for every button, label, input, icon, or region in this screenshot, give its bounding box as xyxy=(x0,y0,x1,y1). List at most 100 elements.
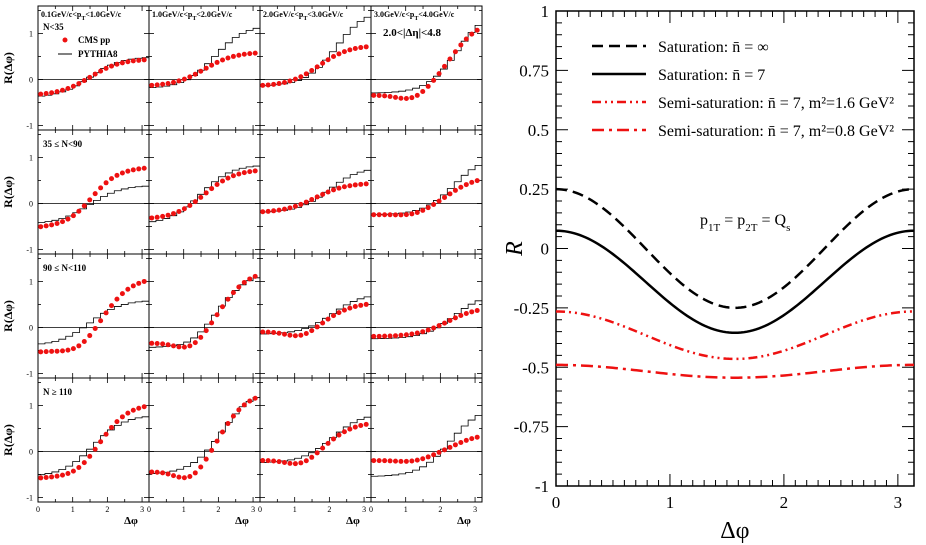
cms-data-point xyxy=(247,51,253,57)
panel-r0-c3: 3.0GeV/c<pT<4.0GeV/c 2.0<|Δη|<4.8 xyxy=(370,5,483,131)
cms-data-point xyxy=(43,349,49,355)
panel-r2-c1 xyxy=(148,253,261,379)
row-label: N ≥ 110 xyxy=(43,387,72,397)
cms-data-point xyxy=(187,202,193,208)
cms-data-point xyxy=(387,458,393,464)
y-tick-label: 0 xyxy=(29,323,33,332)
y-tick-label: 0.75 xyxy=(519,61,549,80)
cms-data-point xyxy=(382,458,388,464)
cms-data-point xyxy=(403,458,409,464)
y-tick-label: 0 xyxy=(541,240,550,259)
cms-data-point xyxy=(271,458,277,464)
cms-data-point xyxy=(187,343,193,349)
cms-data-point xyxy=(347,305,353,311)
cms-data-point xyxy=(452,49,458,55)
cms-data-point xyxy=(214,312,220,318)
cms-data-point xyxy=(125,410,131,416)
cms-data-point xyxy=(371,212,377,218)
y-tick-label: 0.25 xyxy=(519,180,549,199)
cms-data-point xyxy=(98,439,104,445)
cms-data-point xyxy=(303,331,309,337)
cms-data-point xyxy=(271,330,277,336)
cms-data-point xyxy=(65,85,71,91)
cms-data-point xyxy=(220,304,226,310)
x-tick-label: 2 xyxy=(327,505,331,514)
panel-frame xyxy=(370,253,483,379)
cms-data-point xyxy=(325,316,331,322)
x-tick-label: 1 xyxy=(293,505,297,514)
cms-data-point xyxy=(141,278,147,284)
cms-data-point xyxy=(103,310,109,316)
cms-data-point xyxy=(236,52,242,58)
panel-r3-c3: 0 1 2 3Δφ xyxy=(369,377,483,527)
series-line-3 xyxy=(556,363,914,379)
legend-label-3: Semi-saturation: n̄ = 7, m²=0.8 GeV² xyxy=(658,123,894,140)
cms-data-point xyxy=(92,446,98,452)
eta-range-label: 2.0<|Δη|<4.8 xyxy=(383,27,442,39)
cms-data-point xyxy=(236,284,242,290)
cms-data-point xyxy=(287,460,293,466)
cms-data-point xyxy=(241,279,247,285)
panel-r1-c1 xyxy=(148,129,261,255)
x-tick-label: 1 xyxy=(71,505,75,514)
cms-data-point xyxy=(325,57,331,63)
cms-data-point xyxy=(325,189,331,195)
cms-data-point xyxy=(309,328,315,334)
cms-data-point xyxy=(414,330,420,336)
panel-r1-c3 xyxy=(370,129,483,255)
cms-data-point xyxy=(420,329,426,335)
cms-data-point xyxy=(192,71,198,77)
x-tick-label: 2 xyxy=(105,505,109,514)
cms-data-point xyxy=(225,175,231,181)
cms-data-point xyxy=(225,296,231,302)
legend-cms-label: CMS pp xyxy=(78,35,110,45)
cms-data-point xyxy=(442,320,448,326)
cms-data-point xyxy=(149,82,155,88)
cms-data-point xyxy=(181,344,187,350)
x-tick-label: 3 xyxy=(362,505,366,514)
x-axis-label: Δφ xyxy=(720,518,749,544)
cms-data-point xyxy=(214,438,220,444)
y-tick-label: -1 xyxy=(26,493,33,502)
pythia8-histogram xyxy=(149,397,260,474)
cms-data-point xyxy=(442,447,448,453)
cms-data-point xyxy=(358,302,364,308)
cms-data-point xyxy=(336,432,342,438)
cms-data-point xyxy=(198,194,204,200)
y-axis-label: R(Δφ) xyxy=(1,176,15,208)
panel-frame xyxy=(370,5,483,131)
cms-data-point xyxy=(98,185,104,191)
cms-data-point xyxy=(165,212,171,218)
cms-data-point xyxy=(43,474,49,480)
cms-data-point xyxy=(92,325,98,331)
cms-data-point xyxy=(387,333,393,339)
cms-data-point xyxy=(352,424,358,430)
cms-data-point xyxy=(452,187,458,193)
cms-data-point xyxy=(314,450,320,456)
cms-data-point xyxy=(70,468,76,474)
cms-data-point xyxy=(436,71,442,77)
cms-data-point xyxy=(431,325,437,331)
column-label: 1.0GeV/c<pT<2.0GeV/c xyxy=(152,10,233,22)
panel-frame xyxy=(370,377,483,503)
cms-data-point xyxy=(442,63,448,69)
cms-data-point xyxy=(171,343,177,349)
cms-data-point xyxy=(398,458,404,464)
cms-data-point xyxy=(49,90,55,96)
cms-data-point xyxy=(241,51,247,57)
panel-frame xyxy=(148,253,261,379)
cms-data-point xyxy=(60,87,66,93)
cms-data-point xyxy=(282,206,288,212)
cms-data-point xyxy=(54,89,60,95)
cms-data-point xyxy=(271,81,277,87)
cms-data-point xyxy=(358,45,364,51)
cms-data-point xyxy=(198,334,204,340)
panel-r0-c1: 1.0GeV/c<pT<2.0GeV/c xyxy=(148,5,261,131)
cms-data-point xyxy=(287,332,293,338)
x-tick-label: 0 xyxy=(36,505,40,514)
cms-data-point xyxy=(103,180,109,186)
cms-data-point xyxy=(203,65,209,71)
cms-data-point xyxy=(463,437,469,443)
panel-r1-c0: -1 0 1 35 ≤ N<90 xyxy=(26,129,150,255)
